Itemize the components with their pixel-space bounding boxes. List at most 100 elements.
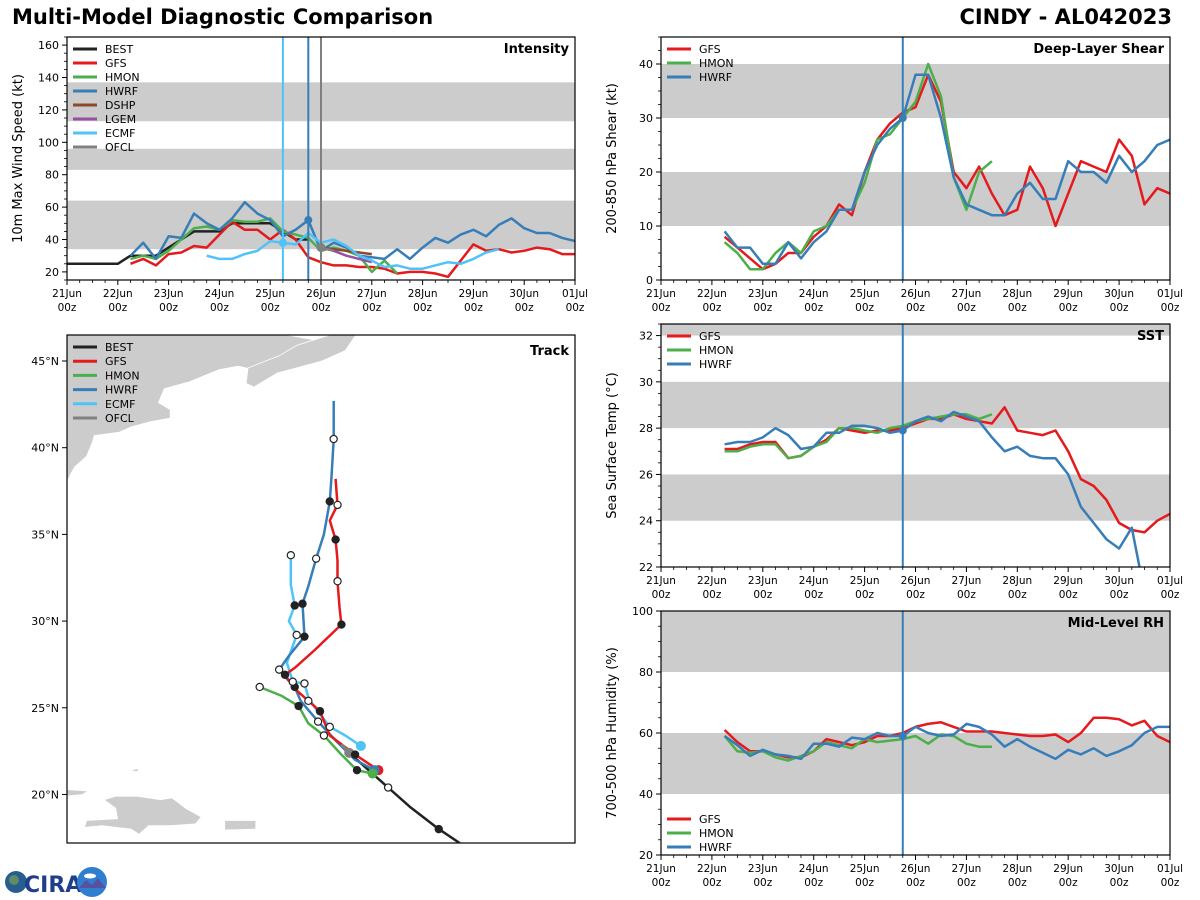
x-tick-label-date: 27Jun [952,288,982,300]
x-tick-label-hour: 00z [312,302,331,314]
track-marker-filled [280,670,290,680]
init-marker-hwrf [898,426,907,435]
x-tick-label-date: 28Jun [1002,863,1032,875]
x-tick-label-hour: 00z [804,589,823,601]
x-tick-label-hour: 00z [753,877,772,889]
y-tick-label: 100 [38,136,59,149]
track-marker-open [274,665,284,674]
legend-label-gfs: GFS [105,355,127,368]
track-line-ecmf [285,555,362,747]
x-tick-label-date: 21Jun [646,863,676,875]
lat-tick-label: 35°N [31,528,59,541]
track-marker-filled [315,707,325,716]
x-tick-label-hour: 00z [108,302,127,314]
lat-tick-label: 40°N [31,442,59,455]
lat-tick-label: 25°N [31,702,59,715]
init-marker-ofcl [316,243,326,253]
legend-label-ofcl: OFCL [105,412,135,425]
track-marker-open [319,731,329,740]
legend-label-dshp: DSHP [105,99,136,112]
track-marker-filled [434,824,443,834]
y-tick-label: 28 [639,422,653,435]
shaded-band [661,64,1170,118]
legend-label-hwrf: HWRF [699,71,732,84]
legend-label-ecmf: ECMF [105,127,135,140]
track-marker-filled [298,599,307,608]
x-tick-label-date: 23Jun [748,575,778,587]
track-layer [255,400,462,843]
track-marker-open [325,722,334,732]
track-start-hmon [367,768,378,779]
y-axis-label: Sea Surface Temp (°C) [605,372,620,519]
shaded-band [661,324,1170,336]
x-tick-label-date: 21Jun [52,288,82,300]
y-tick-label: 40 [45,234,59,247]
x-tick-label-hour: 00z [362,302,381,314]
series-line-hwrf [723,73,1170,266]
series-line-hmon [130,217,399,275]
x-tick-label-date: 25Jun [850,863,880,875]
x-tick-label-date: 30Jun [1104,575,1134,587]
track-marker-open [286,550,296,560]
legend-label-gfs: GFS [699,330,721,343]
y-tick-label: 140 [38,72,59,85]
y-tick-label: 30 [639,376,653,389]
legend-label-lgem: LGEM [105,113,136,126]
land-hispaniola [83,795,202,835]
y-tick-label: 30 [639,112,653,125]
x-tick-label-hour: 00z [1008,877,1027,889]
series-line-gfs [130,220,575,279]
y-tick-label: 20 [639,166,653,179]
panel-title: Deep-Layer Shear [1033,42,1164,57]
x-tick-label-date: 27Jun [952,863,982,875]
y-tick-label: 26 [639,468,653,481]
plot-frame [66,334,576,844]
x-tick-label-hour: 00z [855,302,874,314]
land-layer [67,335,357,835]
x-tick-label-hour: 00z [1059,877,1078,889]
x-tick-label-hour: 00z [652,302,671,314]
track-marker-filled [300,632,309,641]
legend-label-best: BEST [105,43,133,56]
legend-label-hmon: HMON [105,369,140,382]
legend-label-hmon: HMON [105,71,140,84]
x-tick-label-hour: 00z [702,589,721,601]
track-marker-filled [350,750,360,759]
track-marker-open [383,783,393,792]
y-axis-label: 700-500 hPa Humidity (%) [605,647,620,819]
x-tick-label-date: 25Jun [255,288,285,300]
y-tick-label: 80 [639,666,653,679]
x-tick-label-date: 30Jun [1104,288,1134,300]
x-tick-label-date: 28Jun [408,288,438,300]
x-tick-label-date: 26Jun [901,863,931,875]
track-line-best [348,751,462,843]
page-title: Multi-Model Diagnostic Comparison [12,5,434,29]
x-tick-label-date: 23Jun [748,863,778,875]
x-tick-label-date: 01Jul [1157,575,1183,587]
legend-label-ecmf: ECMF [105,398,135,411]
y-tick-label: 24 [639,515,653,528]
y-tick-label: 40 [639,788,653,801]
shaded-band [661,611,1170,672]
x-tick-label-hour: 00z [1059,302,1078,314]
track-marker-open [255,682,264,692]
land-turks [129,767,140,773]
legend-label-ofcl: OFCL [105,141,135,154]
x-tick-label-date: 01Jul [1157,288,1183,300]
track-marker-open [288,677,297,686]
x-tick-label-hour: 00z [652,589,671,601]
series-line-ecmf [206,231,500,270]
x-tick-label-date: 29Jun [459,288,489,300]
track-marker-open [333,576,342,586]
x-tick-label-date: 28Jun [1002,575,1032,587]
init-marker-hwrf [898,732,907,741]
x-tick-label-hour: 00z [957,302,976,314]
x-tick-label-date: 24Jun [205,288,235,300]
x-tick-label-date: 22Jun [697,288,727,300]
x-tick-label-hour: 00z [159,302,178,314]
legend-label-hwrf: HWRF [699,841,732,854]
